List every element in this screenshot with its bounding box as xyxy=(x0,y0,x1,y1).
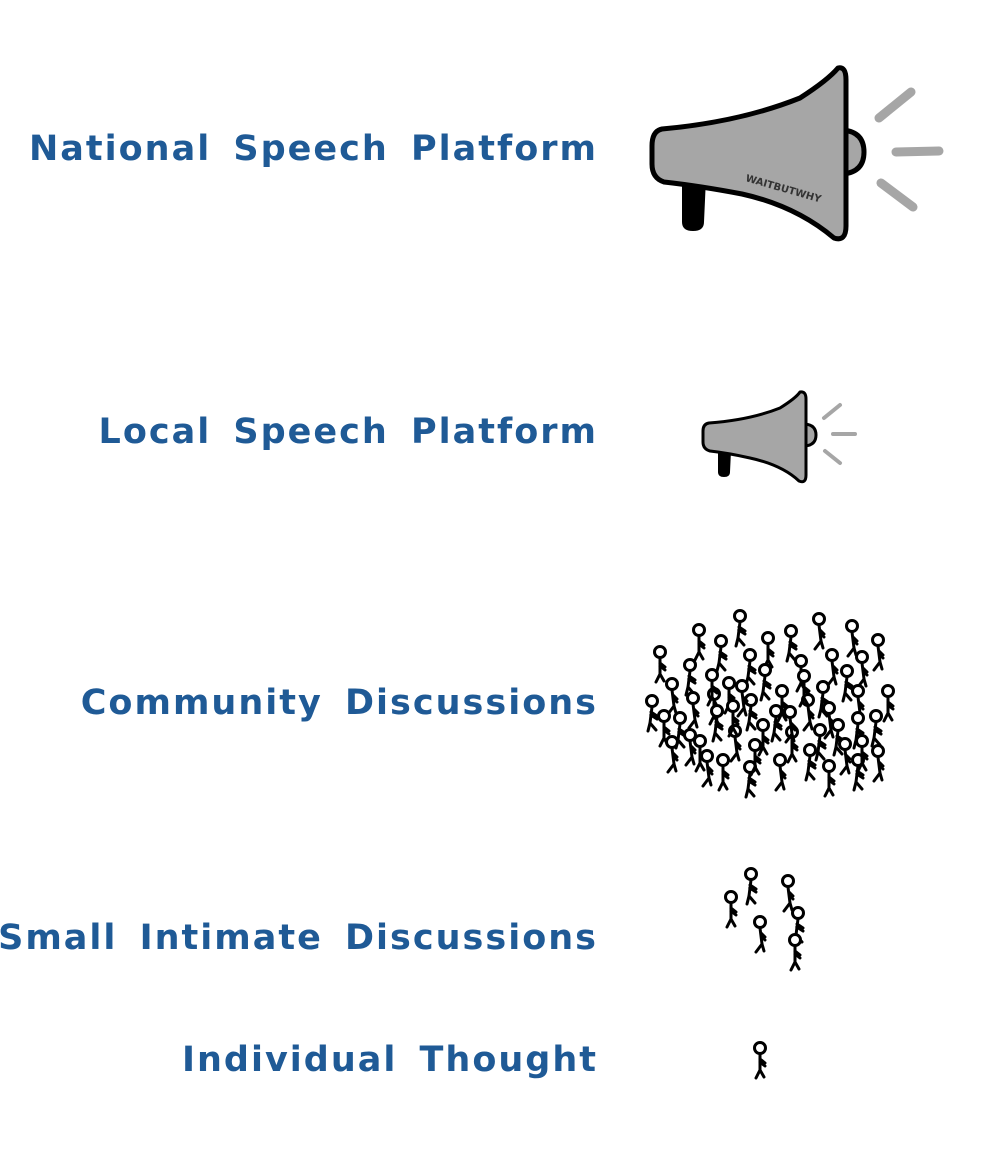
tier-label-national-speech-platform: National Speech Platform xyxy=(29,129,598,169)
tier-label-local-speech-platform: Local Speech Platform xyxy=(98,412,598,452)
large-megaphone-sound-lines xyxy=(874,87,944,212)
small-megaphone-handle xyxy=(718,450,732,478)
large-megaphone-handle xyxy=(682,176,707,232)
small-megaphone-body xyxy=(701,390,808,484)
small-megaphone-cap xyxy=(803,422,818,448)
tier-label-small-intimate-discussions: Small Intimate Discussions xyxy=(0,918,598,958)
small-megaphone-sound-lines xyxy=(822,403,857,465)
tier-label-individual-thought: Individual Thought xyxy=(181,1040,598,1080)
large-megaphone-body xyxy=(649,65,849,242)
tier-label-community-discussions: Community Discussions xyxy=(80,683,598,723)
